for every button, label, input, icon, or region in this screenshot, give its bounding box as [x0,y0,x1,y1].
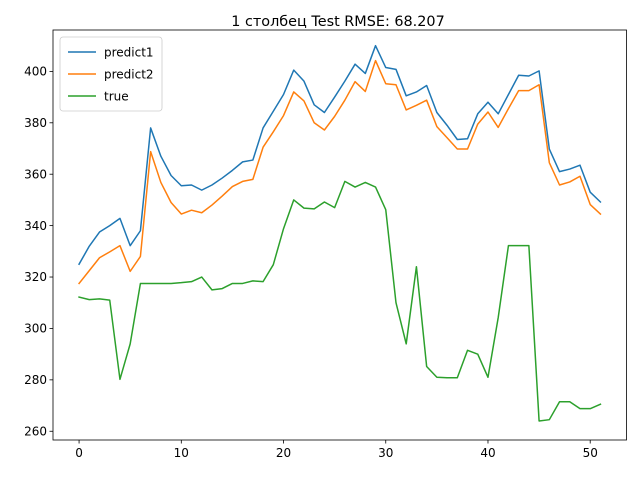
legend-label-predict1: predict1 [104,45,154,59]
y-tick-label-5: 360 [24,167,47,181]
legend-box [59,36,163,112]
legend: predict1 predict2 true [59,36,163,112]
series-layer [78,44,602,422]
y-tick-label-1: 280 [24,373,47,387]
series-line-true [78,180,602,422]
y-tick-label-3: 320 [24,270,47,284]
x-tick-label-3: 30 [378,446,393,460]
x-tick-label-4: 40 [480,446,495,460]
legend-label-true: true [104,89,129,103]
y-axis: 260 280 300 320 340 360 380 400 [24,65,53,438]
y-tick-label-7: 400 [24,65,47,79]
y-tick-label-6: 380 [24,116,47,130]
series-line-predict1 [78,44,602,266]
x-tick-label-1: 10 [174,446,189,460]
y-tick-label-0: 260 [24,424,47,438]
legend-label-predict2: predict2 [104,67,154,81]
y-tick-label-4: 340 [24,219,47,233]
x-tick-label-0: 0 [75,446,83,460]
plot-frame [52,29,627,441]
y-tick-label-2: 300 [24,322,47,336]
x-axis: 0 10 20 30 40 50 [75,440,598,460]
x-tick-label-5: 50 [583,446,598,460]
series-line-predict2 [78,59,602,285]
x-tick-label-2: 20 [276,446,291,460]
chart-title: 1 столбец Test RMSE: 68.207 [231,14,444,30]
